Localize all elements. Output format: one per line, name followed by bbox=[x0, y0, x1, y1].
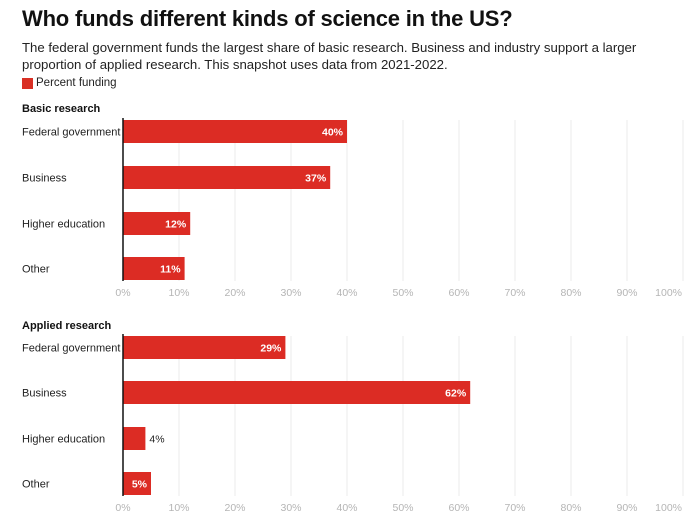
category-label: Other bbox=[22, 479, 50, 491]
chart-title: Who funds different kinds of science in … bbox=[22, 6, 513, 31]
bar bbox=[123, 472, 151, 495]
x-tick-label: 80% bbox=[560, 287, 581, 299]
x-tick-label: 30% bbox=[280, 502, 301, 514]
section-title: Applied research bbox=[22, 320, 112, 332]
bar bbox=[123, 427, 146, 450]
data-label: 37% bbox=[305, 173, 327, 185]
x-tick-label: 20% bbox=[224, 502, 245, 514]
x-tick-label: 100% bbox=[655, 287, 682, 299]
x-tick-label: 70% bbox=[504, 502, 525, 514]
category-label: Other bbox=[22, 264, 50, 276]
legend: Percent funding bbox=[22, 77, 117, 89]
data-label: 40% bbox=[322, 127, 344, 139]
data-label: 62% bbox=[445, 388, 467, 400]
bar bbox=[123, 166, 331, 189]
category-label: Higher education bbox=[22, 219, 105, 231]
x-tick-label: 60% bbox=[448, 287, 469, 299]
x-tick-label: 50% bbox=[392, 287, 413, 299]
category-label: Federal government bbox=[22, 127, 120, 139]
x-tick-label: 90% bbox=[616, 502, 637, 514]
data-label: 4% bbox=[149, 434, 164, 446]
x-tick-label: 0% bbox=[115, 502, 130, 514]
x-tick-label: 10% bbox=[168, 502, 189, 514]
data-label: 29% bbox=[260, 343, 282, 355]
section-title: Basic research bbox=[22, 103, 101, 115]
chart-subtitle: The federal government funds the largest… bbox=[22, 40, 637, 72]
category-label: Business bbox=[22, 388, 67, 400]
data-label: 11% bbox=[160, 264, 181, 276]
category-label: Federal government bbox=[22, 343, 120, 355]
category-label: Business bbox=[22, 173, 67, 185]
legend-swatch bbox=[22, 77, 33, 89]
data-label: 12% bbox=[165, 219, 187, 231]
bar bbox=[123, 381, 471, 404]
x-tick-label: 20% bbox=[224, 287, 245, 299]
x-tick-label: 0% bbox=[115, 287, 130, 299]
x-tick-label: 60% bbox=[448, 502, 469, 514]
x-tick-label: 40% bbox=[336, 287, 357, 299]
legend-label: Percent funding bbox=[36, 77, 117, 89]
bar bbox=[123, 120, 347, 143]
bar bbox=[123, 257, 185, 280]
x-tick-label: 90% bbox=[616, 287, 637, 299]
bar bbox=[123, 336, 286, 359]
x-tick-label: 30% bbox=[280, 287, 301, 299]
data-label: 5% bbox=[132, 479, 148, 491]
x-tick-label: 100% bbox=[655, 502, 682, 514]
bar bbox=[123, 212, 191, 235]
x-tick-label: 70% bbox=[504, 287, 525, 299]
x-tick-label: 80% bbox=[560, 502, 581, 514]
category-label: Higher education bbox=[22, 434, 105, 446]
x-tick-label: 40% bbox=[336, 502, 357, 514]
x-tick-label: 50% bbox=[392, 502, 413, 514]
x-tick-label: 10% bbox=[168, 287, 189, 299]
